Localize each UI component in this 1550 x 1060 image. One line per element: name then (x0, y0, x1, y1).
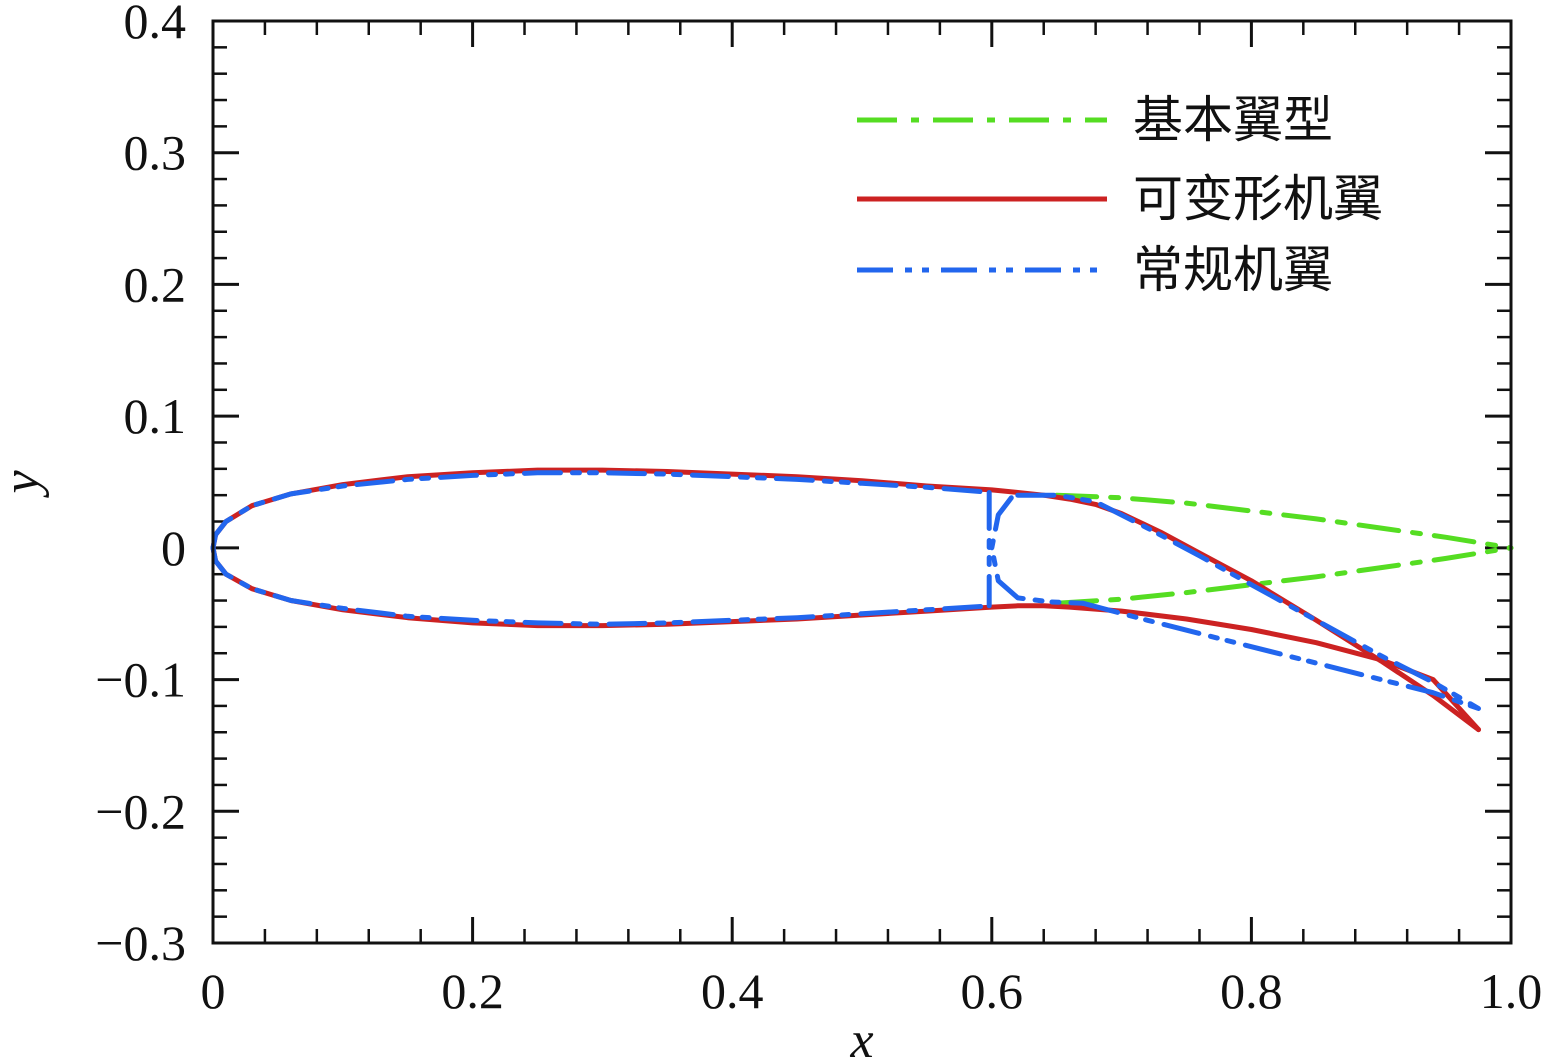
minor-ticks (213, 21, 1511, 943)
plot-frame (211, 19, 1513, 945)
y-tick-label: −0.1 (95, 652, 186, 708)
series-line (210, 545, 1481, 733)
legend-label: 可变形机翼 (1133, 170, 1383, 228)
x-tick-label: 1.0 (1480, 963, 1543, 1019)
series-1 (1054, 492, 1514, 606)
y-tick-label: −0.3 (95, 915, 186, 971)
series-line (210, 545, 995, 627)
x-tick-label: 0.4 (701, 963, 764, 1019)
series-line (989, 495, 1086, 606)
y-tick-label: −0.2 (95, 783, 186, 839)
x-tick-label: 0.8 (1220, 963, 1283, 1019)
y-tick-label: 0.4 (124, 0, 187, 49)
x-tick-label: 0.2 (441, 963, 504, 1019)
y-axis-title: y (0, 470, 50, 499)
y-tick-label: 0.1 (124, 388, 187, 444)
series-line (1054, 492, 1514, 551)
y-tick-label: 0.3 (124, 125, 187, 181)
series-line (1080, 600, 1481, 711)
series-line (1054, 545, 1514, 606)
series-3 (210, 470, 1481, 711)
series-lines (210, 467, 1514, 733)
x-axis-title: x (849, 1012, 873, 1060)
x-tick-labels: 0 0.2 0.4 0.6 0.8 1.0 (201, 963, 1543, 1019)
series-line (1015, 492, 1481, 711)
legend-label: 基本翼型 (1133, 91, 1333, 149)
y-tick-labels: −0.3 −0.2 −0.1 0 0.1 0.2 0.3 0.4 (95, 0, 186, 971)
series-2 (210, 467, 1481, 733)
legend-label: 常规机翼 (1133, 241, 1333, 299)
x-tick-label: 0.6 (961, 963, 1024, 1019)
y-tick-label: 0 (161, 520, 186, 576)
x-tick-label: 0 (201, 963, 226, 1019)
y-tick-label: 0.2 (124, 256, 187, 312)
series-line (210, 470, 995, 551)
series-line (210, 467, 1481, 733)
